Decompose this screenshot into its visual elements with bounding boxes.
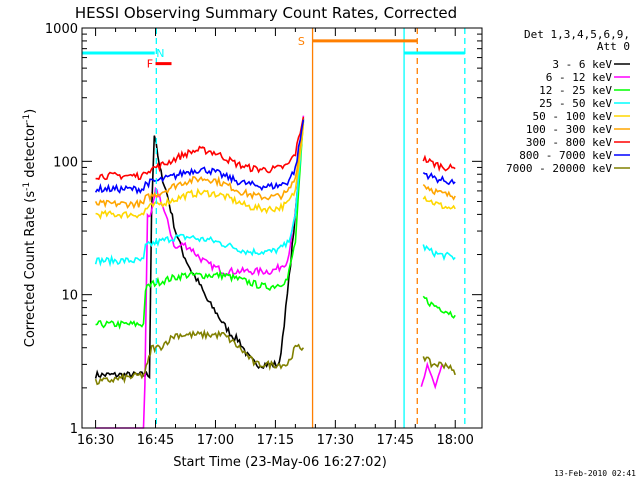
y-axis-label-part-1: Corrected Count Rate (s — [23, 191, 38, 348]
series-line-12-25-kev — [95, 121, 305, 330]
y-tick-label: 1000 — [45, 22, 78, 37]
series-line-12-25-kev — [422, 295, 456, 319]
legend-label-12-25-kev: 12 - 25 keV — [539, 84, 612, 97]
annotation-label-f: F — [147, 58, 153, 71]
legend-label-300-800-kev: 300 - 800 keV — [526, 136, 612, 149]
footer-timestamp: 13-Feb-2010 02:41 — [554, 469, 636, 478]
x-tick-label: 18:00 — [436, 433, 473, 448]
annotation-label-s: S — [298, 35, 305, 48]
y-tick-label: 1 — [70, 422, 78, 437]
legend-label-7000-20000-kev: 7000 - 20000 keV — [506, 162, 612, 175]
series-line-100-300-kev — [94, 121, 305, 210]
series-line-7000-20000-kev — [94, 328, 305, 386]
y-axis-label: Corrected Count Rate (s-1 detector-1) — [22, 109, 38, 347]
x-tick-label: 16:30 — [77, 433, 114, 448]
y-tick-label: 100 — [53, 155, 78, 170]
series-line-50-100-kev — [422, 195, 456, 210]
legend-label-6-12-kev: 6 - 12 keV — [546, 71, 613, 84]
y-axis-label-part-2: detector — [23, 122, 38, 182]
annotation-label-n: N — [156, 47, 164, 60]
legend-label-25-50-kev: 25 - 50 keV — [539, 97, 612, 110]
y-tick-label: 10 — [61, 289, 78, 304]
legend-header-line-1: Det 1,3,4,5,6,9, — [524, 28, 630, 41]
series-line-25-50-kev — [422, 244, 456, 262]
x-tick-label: 17:00 — [197, 433, 234, 448]
legend-header-line-2: Att 0 — [597, 40, 630, 53]
series-line-25-50-kev — [94, 118, 305, 268]
series-line-800-7000-kev — [94, 119, 305, 195]
y-axis-label-sup-2: -1 — [22, 114, 32, 123]
series-line-800-7000-kev — [422, 171, 456, 186]
series-line-50-100-kev — [95, 124, 305, 220]
series-line-100-300-kev — [422, 184, 456, 201]
plot-frame — [81, 27, 483, 429]
x-axis-label: Start Time (23-May-06 16:27:02) — [173, 455, 387, 470]
x-tick-label: 17:30 — [317, 433, 354, 448]
series-line-300-800-kev — [95, 116, 305, 181]
series-line-300-800-kev — [422, 154, 456, 172]
y-axis-label-part-3: ) — [23, 109, 38, 114]
legend-label-50-100-kev: 50 - 100 keV — [533, 110, 613, 123]
series-line-7000-20000-kev — [422, 356, 456, 376]
legend-label-800-7000-kev: 800 - 7000 keV — [519, 149, 612, 162]
x-tick-label: 16:45 — [137, 433, 174, 448]
x-tick-label: 17:15 — [257, 433, 294, 448]
chart-title: HESSI Observing Summary Count Rates, Cor… — [75, 4, 457, 22]
y-axis-label-sup-1: -1 — [22, 182, 32, 191]
legend-label-3-6-kev: 3 - 6 keV — [552, 58, 612, 71]
series-line-6-12-kev — [420, 361, 444, 390]
legend-label-100-300-kev: 100 - 300 keV — [526, 123, 612, 136]
x-tick-label: 17:45 — [377, 433, 414, 448]
